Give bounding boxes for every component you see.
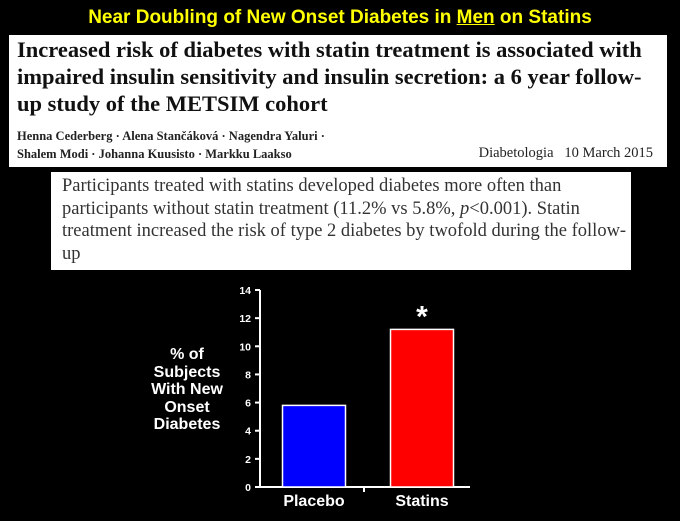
- publication-date: 10 March 2015: [564, 145, 653, 161]
- quote-box: Participants treated with statins develo…: [51, 172, 631, 270]
- quote-part-1: Participants treated with statins develo…: [62, 176, 562, 219]
- quote-part-2: <0.001). Statin treatment increased the …: [62, 198, 627, 264]
- significance-asterisk: *: [416, 300, 428, 333]
- paper-authors-line-2: Shalem Modi · Johanna Kuusisto · Markku …: [17, 147, 292, 161]
- title-emphasis: Men: [456, 7, 495, 28]
- bar-placebo: [281, 404, 347, 488]
- p-value-symbol: p: [460, 198, 470, 219]
- slide-title: Near Doubling of New Onset Diabetes in M…: [0, 7, 680, 29]
- y-tick-label: 2: [245, 454, 251, 466]
- bar-statins: [389, 328, 455, 488]
- x-category-label: Statins: [395, 493, 448, 510]
- title-text-start: Near Doubling of New Onset Diabetes in: [88, 7, 457, 28]
- title-text-end: on Statins: [494, 7, 592, 28]
- paper-authors-line-1: Henna Cederberg · Alena Stančáková · Nag…: [17, 129, 325, 143]
- y-tick-label: 4: [245, 426, 251, 438]
- quote-text: Participants treated with statins develo…: [62, 175, 627, 265]
- y-axis-label: % of Subjects With New Onset Diabetes: [151, 346, 223, 433]
- y-tick-label: 8: [245, 369, 251, 381]
- x-category-label: Placebo: [283, 493, 345, 510]
- paper-citation-box: Increased risk of diabetes with statin t…: [9, 35, 667, 167]
- paper-title: Increased risk of diabetes with statin t…: [17, 37, 642, 116]
- paper-journal-date: Diabetologia 10 March 2015: [479, 145, 653, 162]
- y-tick-label: 14: [239, 285, 251, 297]
- y-tick-label: 12: [239, 313, 251, 325]
- y-tick-label: 10: [239, 341, 251, 353]
- y-tick-label: 0: [245, 482, 251, 494]
- y-tick-label: 6: [245, 398, 251, 410]
- journal-name: Diabetologia: [478, 145, 554, 161]
